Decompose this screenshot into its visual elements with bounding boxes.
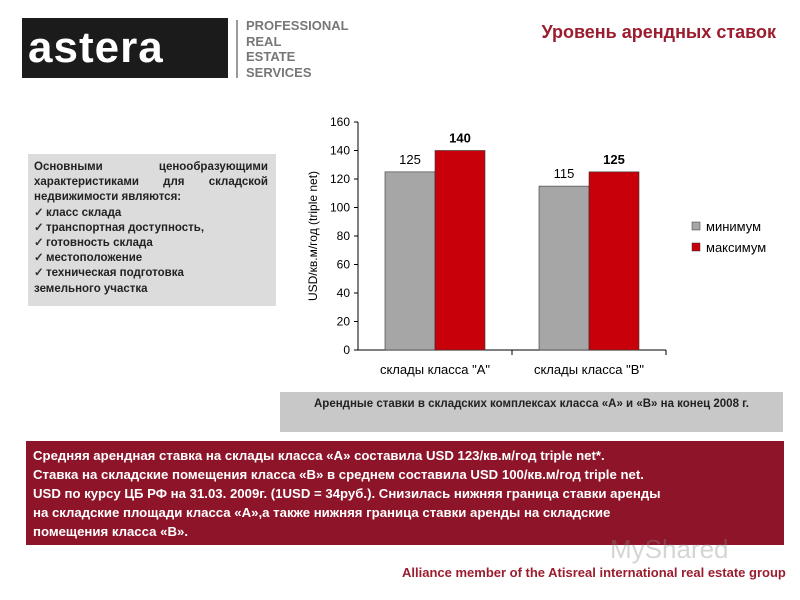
legend-swatch [691, 221, 701, 231]
y-tick-label: 60 [337, 258, 351, 272]
tagline: PROFESSIONAL REAL ESTATE SERVICES [246, 18, 349, 80]
feature-item: ✓ местоположение [34, 251, 268, 266]
data-label: 125 [603, 152, 625, 167]
logo-divider [236, 20, 238, 78]
x-tick-label: склады класса "В" [534, 362, 644, 377]
footer-alliance: Alliance member of the Atisreal internat… [402, 565, 786, 580]
tagline-line: SERVICES [246, 64, 312, 80]
y-tick-label: 140 [330, 144, 350, 158]
y-tick-label: 20 [337, 315, 351, 329]
feature-label: готовность склада [46, 237, 153, 250]
feature-label: класс склада [46, 206, 122, 219]
feature-item: ✓ техническая подготовка [34, 266, 268, 281]
legend-label: максимум [706, 240, 766, 255]
feature-item-tail: земельного участка [34, 282, 148, 295]
features-intro: Основными ценообразующими характеристика… [34, 161, 268, 204]
checkmark-icon: ✓ [34, 237, 44, 250]
features-box: Основными ценообразующими характеристика… [28, 154, 276, 306]
data-label: 140 [449, 131, 471, 146]
tagline-line: ESTATE [246, 49, 296, 64]
feature-item: ✓ готовность склада [34, 236, 268, 251]
bar-min [384, 171, 436, 351]
logo: astera [28, 23, 164, 72]
y-tick-label: 100 [330, 201, 350, 215]
legend-label: минимум [706, 219, 761, 234]
summary-line: на складские площади класса «А»,а также … [33, 505, 611, 520]
y-tick-label: 0 [343, 343, 350, 357]
summary-line: помещения класса «В». [33, 524, 188, 539]
tagline-line: REAL [246, 33, 282, 49]
page-title: Уровень арендных ставок [541, 22, 776, 42]
y-tick-label: 160 [330, 115, 350, 129]
data-label: 125 [399, 152, 421, 167]
legend-swatch [691, 242, 701, 252]
y-tick-label: 120 [330, 172, 350, 186]
checkmark-icon: ✓ [34, 221, 44, 234]
chart-caption: Арендные ставки в складских комплексах к… [280, 392, 783, 432]
feature-label: техническая подготовка [46, 267, 184, 280]
watermark: MyShared [610, 534, 729, 564]
tagline-line: PROFESSIONAL [246, 18, 349, 33]
checkmark-icon: ✓ [34, 267, 44, 280]
y-tick-label: 40 [337, 286, 351, 300]
y-tick-label: 80 [337, 229, 351, 243]
features-list: ✓ класс склада ✓ транспортная доступность,… [34, 206, 268, 282]
summary-line: Ставка на складские помещения класса «В»… [33, 467, 644, 482]
checkmark-icon: ✓ [34, 252, 44, 265]
summary-box: Средняя арендная ставка на склады класса… [26, 441, 784, 545]
checkmark-icon: ✓ [34, 206, 44, 219]
bar-max [434, 150, 486, 351]
summary-line: Средняя арендная ставка на склады класса… [33, 448, 605, 463]
feature-label: местоположение [46, 252, 143, 265]
y-axis-label: USD/кв.м/год (triple net) [306, 171, 320, 301]
bar-min [538, 185, 590, 351]
rent-rate-chart: 0 20 40 60 80 100 120 140 160 USD/кв.м/год (tripl… [306, 115, 766, 377]
logo-background [22, 18, 228, 78]
feature-label: транспортная доступность, [46, 221, 205, 234]
summary-line: USD по курсу ЦБ РФ на 31.03. 2009г. (1US… [33, 486, 661, 501]
feature-item: ✓ транспортная доступность, [34, 221, 268, 236]
data-label: 115 [554, 166, 575, 181]
bar-max [588, 171, 640, 351]
feature-item: ✓ класс склада [34, 206, 268, 221]
x-tick-label: склады класса "А" [380, 362, 490, 377]
